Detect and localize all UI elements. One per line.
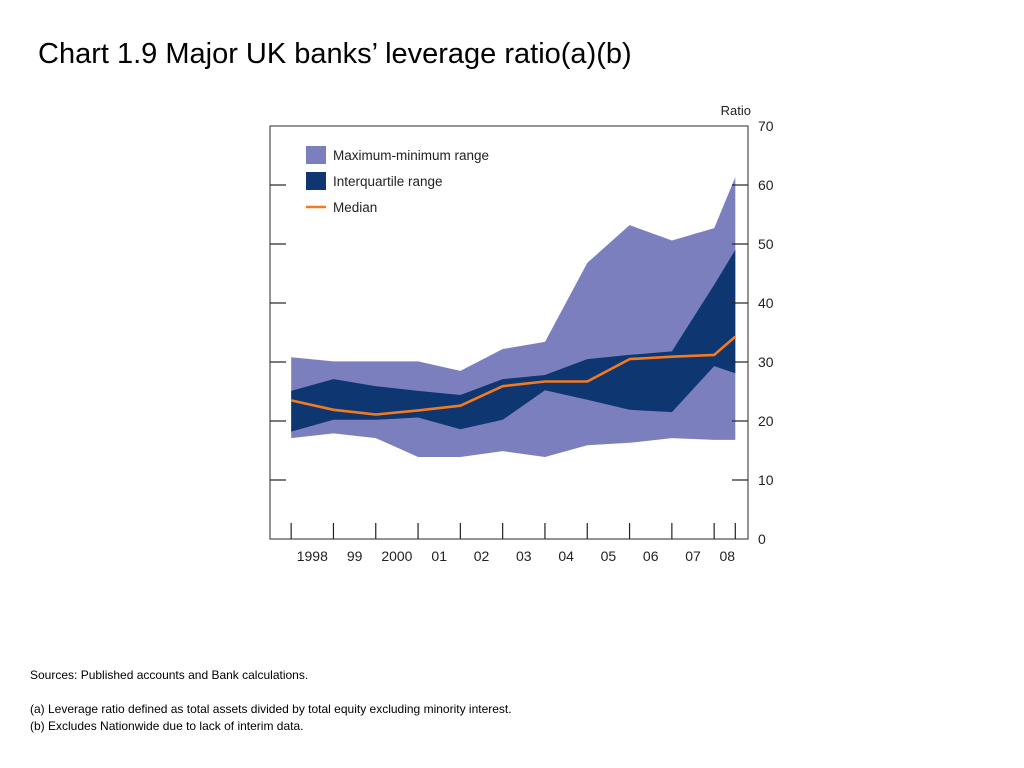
legend-label: Median [333, 200, 377, 215]
x-tick-label: 02 [474, 548, 490, 564]
legend-label: Interquartile range [333, 174, 443, 189]
x-tick-label: 99 [347, 548, 363, 564]
x-tick-label: 01 [431, 548, 447, 564]
y-axis: 0 10 20 30 40 50 60 70 [270, 118, 774, 547]
y-tick-label: 60 [758, 177, 774, 193]
y-tick-label: 10 [758, 472, 774, 488]
x-tick-label: 03 [516, 548, 532, 564]
y-tick-label: 40 [758, 295, 774, 311]
x-tick-label: 04 [558, 548, 574, 564]
footnote-b: (b) Excludes Nationwide due to lack of i… [30, 719, 304, 733]
legend-label: Maximum-minimum range [333, 148, 489, 163]
leverage-chart: 0 10 20 30 40 50 60 70 1998 99 2000 01 02 03 04 05 06 07… [269, 103, 774, 564]
x-axis: 1998 99 2000 01 02 03 04 05 06 07 08 [290, 523, 736, 564]
sources-note: Sources: Published accounts and Bank cal… [30, 668, 309, 682]
y-tick-label: 50 [758, 236, 774, 252]
x-tick-label: 06 [643, 548, 659, 564]
legend-swatch [306, 172, 326, 190]
plot-frame [269, 125, 749, 540]
footnotes: Sources: Published accounts and Bank cal… [30, 667, 512, 735]
footnote-a: (a) Leverage ratio defined as total asse… [30, 702, 512, 716]
y-tick-label: 0 [758, 531, 766, 547]
x-tick-label: 1998 [297, 548, 328, 564]
slide-title: Chart 1.9 Major UK banks’ leverage ratio… [38, 38, 632, 70]
y-tick-label: 30 [758, 354, 774, 370]
legend-swatch [306, 146, 326, 164]
median-line-group [290, 335, 737, 416]
y-tick-label: 70 [758, 118, 774, 134]
range-bands [291, 177, 736, 458]
x-tick-label: 05 [601, 548, 617, 564]
x-tick-label: 2000 [381, 548, 412, 564]
y-tick-label: 20 [758, 413, 774, 429]
legend: Maximum-minimum range Interquartile range… [306, 146, 489, 215]
x-tick-label: 07 [685, 548, 701, 564]
band-1 [291, 249, 736, 432]
median-line [290, 335, 737, 416]
x-tick-label: 08 [720, 548, 736, 564]
y-axis-label: Ratio [721, 103, 751, 118]
